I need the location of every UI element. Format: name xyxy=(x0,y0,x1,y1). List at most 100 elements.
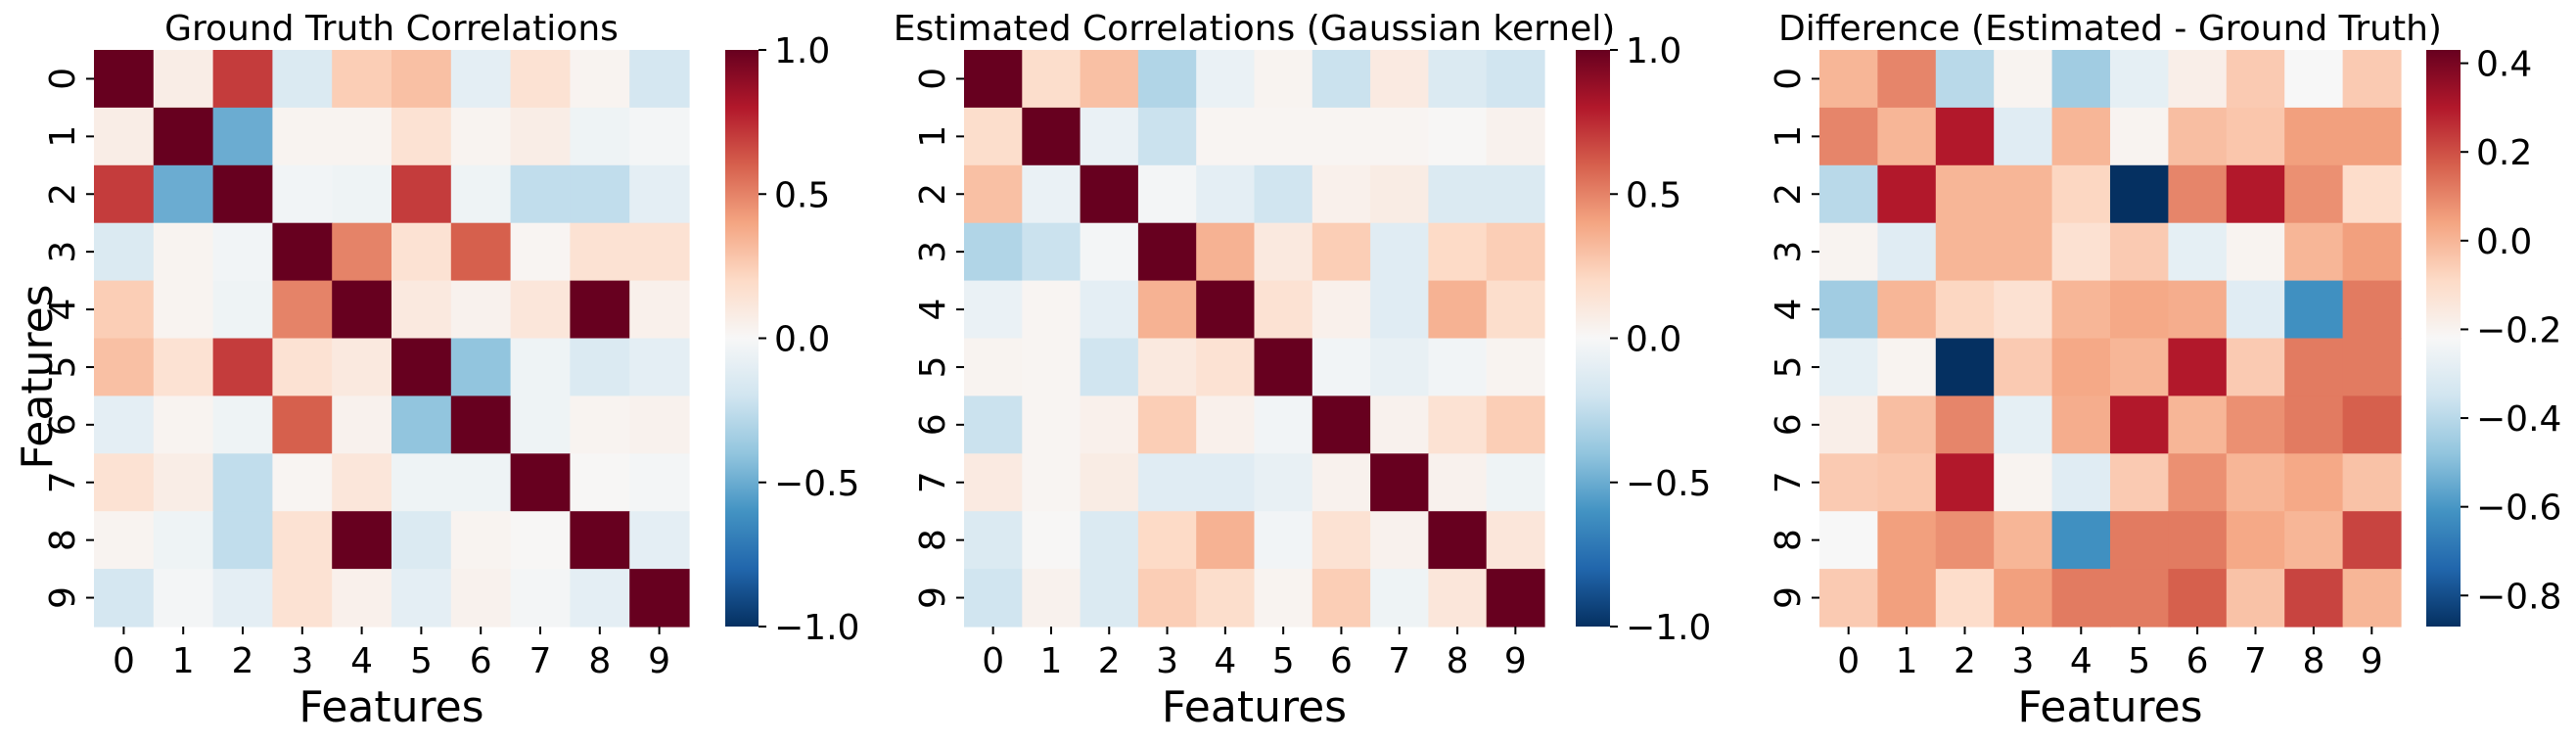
heatmap-cell-8-1 xyxy=(1022,511,1081,570)
heatmap-cell-0-9 xyxy=(629,50,690,109)
heatmap-cell-4-1 xyxy=(153,280,214,340)
y-tick-label: 1 xyxy=(43,125,83,148)
y-tick-label: 9 xyxy=(913,586,953,609)
heatmap-cell-6-4 xyxy=(1196,396,1256,454)
heatmap-cell-1-5 xyxy=(391,107,452,166)
heatmap-cell-6-0 xyxy=(94,396,155,454)
heatmap-cell-1-4 xyxy=(332,107,392,166)
heatmap-cell-4-8 xyxy=(1428,280,1488,340)
heatmap-cell-1-2 xyxy=(1080,107,1139,166)
y-tick-label: 2 xyxy=(1769,183,1809,206)
heatmap-cell-6-2 xyxy=(1935,396,1995,454)
heatmap-cell-2-3 xyxy=(1137,164,1197,224)
heatmap-cell-9-4 xyxy=(1196,569,1256,628)
heatmap-cell-2-9 xyxy=(1486,164,1545,224)
heatmap-cell-6-2 xyxy=(1080,396,1139,454)
colorbar-tick-label: 0.5 xyxy=(774,175,830,215)
x-tick-label: 1 xyxy=(1896,641,1918,681)
y-tick-label: 3 xyxy=(1769,241,1809,263)
heatmap-cell-2-4 xyxy=(332,164,392,224)
x-axis-label: Features xyxy=(2017,682,2202,732)
heatmap-cell-9-9 xyxy=(2342,569,2402,628)
heatmap-cell-2-1 xyxy=(1022,164,1081,224)
heatmap-cell-1-5 xyxy=(2110,107,2169,166)
heatmap-cell-0-9 xyxy=(2342,50,2402,109)
x-tick-label: 5 xyxy=(410,641,433,681)
heatmap-cell-5-5 xyxy=(1254,338,1313,396)
heatmap-cell-4-3 xyxy=(1137,280,1197,340)
heatmap-cell-3-5 xyxy=(391,222,452,282)
heatmap-cell-4-5 xyxy=(391,280,452,340)
heatmap-cell-8-2 xyxy=(1935,511,1995,570)
heatmap-cell-1-1 xyxy=(1877,107,1937,166)
heatmap-cell-8-1 xyxy=(153,511,214,570)
heatmap-cell-7-0 xyxy=(964,453,1023,512)
heatmap-cell-4-4 xyxy=(1196,280,1256,340)
heatmap-cell-0-7 xyxy=(510,50,571,109)
y-tick-label: 0 xyxy=(43,68,83,90)
heatmap-cell-3-9 xyxy=(629,222,690,282)
heatmap-cell-8-4 xyxy=(1196,511,1256,570)
heatmap-cell-1-3 xyxy=(1994,107,2053,166)
heatmap-cell-4-8 xyxy=(2284,280,2344,340)
heatmap-cell-1-0 xyxy=(94,107,155,166)
x-tick-label: 1 xyxy=(1039,641,1062,681)
heatmap-cell-5-0 xyxy=(94,338,155,396)
heatmap-cell-6-7 xyxy=(510,396,571,454)
heatmap-cell-4-1 xyxy=(1877,280,1937,340)
heatmap-cell-2-2 xyxy=(1935,164,1995,224)
heatmap-cell-2-8 xyxy=(1428,164,1488,224)
heatmap-cell-2-9 xyxy=(2342,164,2402,224)
heatmap-cell-9-8 xyxy=(570,569,630,628)
heatmap-cell-1-3 xyxy=(1137,107,1197,166)
x-tick-label: 2 xyxy=(232,641,254,681)
heatmap-cell-6-3 xyxy=(272,396,333,454)
heatmap-cell-6-1 xyxy=(1022,396,1081,454)
heatmap-cell-3-2 xyxy=(1080,222,1139,282)
heatmap-cell-3-0 xyxy=(94,222,155,282)
heatmap-cell-2-7 xyxy=(510,164,571,224)
heatmap-cell-5-0 xyxy=(1819,338,1878,396)
heatmap-cell-6-0 xyxy=(1819,396,1878,454)
heatmap-cell-6-1 xyxy=(1877,396,1937,454)
heatmap-cell-3-2 xyxy=(212,222,273,282)
colorbar-tick-label: 1.0 xyxy=(1626,31,1681,71)
heatmap-cell-8-4 xyxy=(332,511,392,570)
heatmap-cell-5-3 xyxy=(272,338,333,396)
x-tick-label: 2 xyxy=(1954,641,1976,681)
heatmap-cell-8-5 xyxy=(2110,511,2169,570)
heatmap-cell-6-9 xyxy=(1486,396,1545,454)
heatmap-cell-4-4 xyxy=(332,280,392,340)
heatmap-cell-4-2 xyxy=(212,280,273,340)
heatmap-cell-5-2 xyxy=(1935,338,1995,396)
heatmap-cell-0-6 xyxy=(1311,50,1371,109)
heatmap-cell-1-6 xyxy=(2168,107,2228,166)
heatmap-cell-4-7 xyxy=(2226,280,2285,340)
heatmap-cell-6-5 xyxy=(1254,396,1313,454)
heatmap-cell-4-6 xyxy=(2168,280,2228,340)
heatmap-cell-8-5 xyxy=(391,511,452,570)
heatmap-cell-9-9 xyxy=(1486,569,1545,628)
heatmap-cell-7-9 xyxy=(629,453,690,512)
y-tick-label: 8 xyxy=(1769,529,1809,551)
heatmap-cell-6-3 xyxy=(1994,396,2053,454)
heatmap-cell-3-7 xyxy=(2226,222,2285,282)
heatmap-cell-8-3 xyxy=(272,511,333,570)
heatmap-cell-2-3 xyxy=(1994,164,2053,224)
heatmap-cell-5-6 xyxy=(450,338,512,396)
heatmap-cell-1-3 xyxy=(272,107,333,166)
colorbar-tick-label: 0.4 xyxy=(2476,45,2532,85)
heatmap-cell-2-6 xyxy=(2168,164,2228,224)
heatmap-cell-0-2 xyxy=(1080,50,1139,109)
colorbar-tick-label: 0.2 xyxy=(2476,133,2532,173)
heatmap-cell-2-0 xyxy=(94,164,155,224)
heatmap-cell-0-5 xyxy=(1254,50,1313,109)
heatmap-cell-3-9 xyxy=(2342,222,2402,282)
heatmap-cell-7-3 xyxy=(1137,453,1197,512)
x-tick-label: 5 xyxy=(2128,641,2150,681)
heatmap-cell-7-0 xyxy=(1819,453,1878,512)
heatmap-cell-5-9 xyxy=(1486,338,1545,396)
heatmap-cell-7-2 xyxy=(1935,453,1995,512)
heatmap-cell-9-0 xyxy=(1819,569,1878,628)
heatmap-cell-3-5 xyxy=(1254,222,1313,282)
